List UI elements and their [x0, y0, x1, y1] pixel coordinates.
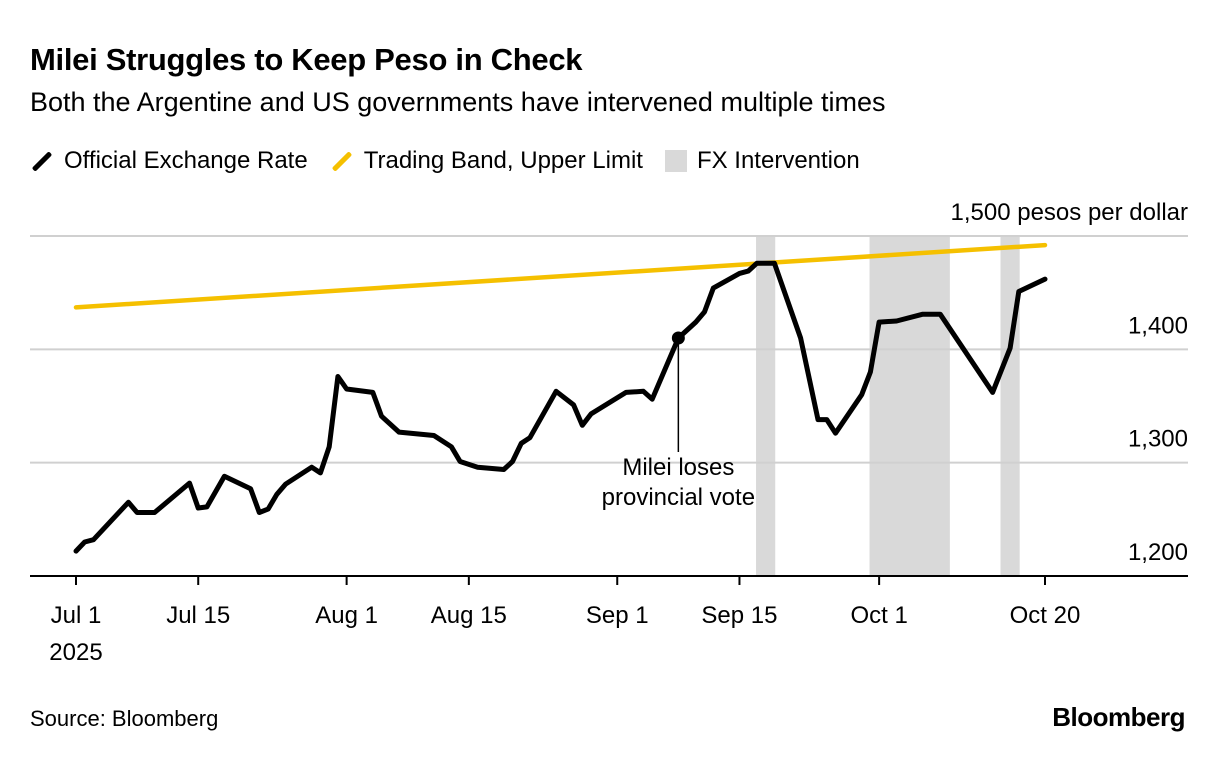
fx-intervention-band	[869, 236, 950, 576]
chart-title: Milei Struggles to Keep Peso in Check	[30, 42, 583, 77]
legend-item-fx-intervention: FX Intervention	[664, 147, 860, 175]
y-tick-label: 1,400	[1128, 312, 1188, 339]
fx-intervention-band	[1000, 236, 1020, 576]
x-tick-label: Oct 20	[1010, 602, 1081, 629]
y-tick-label: 1,300	[1128, 426, 1188, 453]
x-tick-year-label: 2025	[49, 639, 102, 666]
legend: Official Exchange Rate Trading Band, Upp…	[30, 147, 882, 175]
x-tick-label: Sep 1	[586, 602, 649, 629]
y-tick-label: 1,500 pesos per dollar	[951, 199, 1189, 226]
legend-item-official-rate: Official Exchange Rate	[30, 147, 308, 175]
source-note: Source: Bloomberg	[30, 706, 219, 731]
legend-item-trading-band: Trading Band, Upper Limit	[330, 147, 643, 175]
legend-swatch-gray-box	[664, 150, 687, 172]
x-tick-label: Aug 15	[431, 602, 507, 629]
x-tick-label: Jul 15	[166, 602, 230, 629]
y-tick-label: 1,200	[1128, 539, 1188, 566]
legend-label: Official Exchange Rate	[64, 147, 308, 174]
x-tick-label: Jul 1	[51, 602, 102, 629]
bloomberg-logo: Bloomberg	[1052, 702, 1185, 732]
annotation-marker	[671, 331, 685, 345]
series-official-exchange-rate	[73, 260, 1048, 554]
chart-subtitle: Both the Argentine and US governments ha…	[30, 87, 886, 117]
annotation-text: provincial vote	[602, 484, 755, 511]
x-tick-label: Aug 1	[315, 602, 378, 629]
fx-intervention-band	[756, 236, 776, 576]
series-trading-band-upper-limit	[73, 242, 1048, 310]
legend-label: Trading Band, Upper Limit	[363, 147, 643, 174]
annotation-text: Milei loses	[622, 454, 734, 481]
x-tick-label: Sep 15	[701, 602, 777, 629]
legend-label: FX Intervention	[696, 147, 860, 174]
x-tick-label: Oct 1	[850, 602, 907, 629]
